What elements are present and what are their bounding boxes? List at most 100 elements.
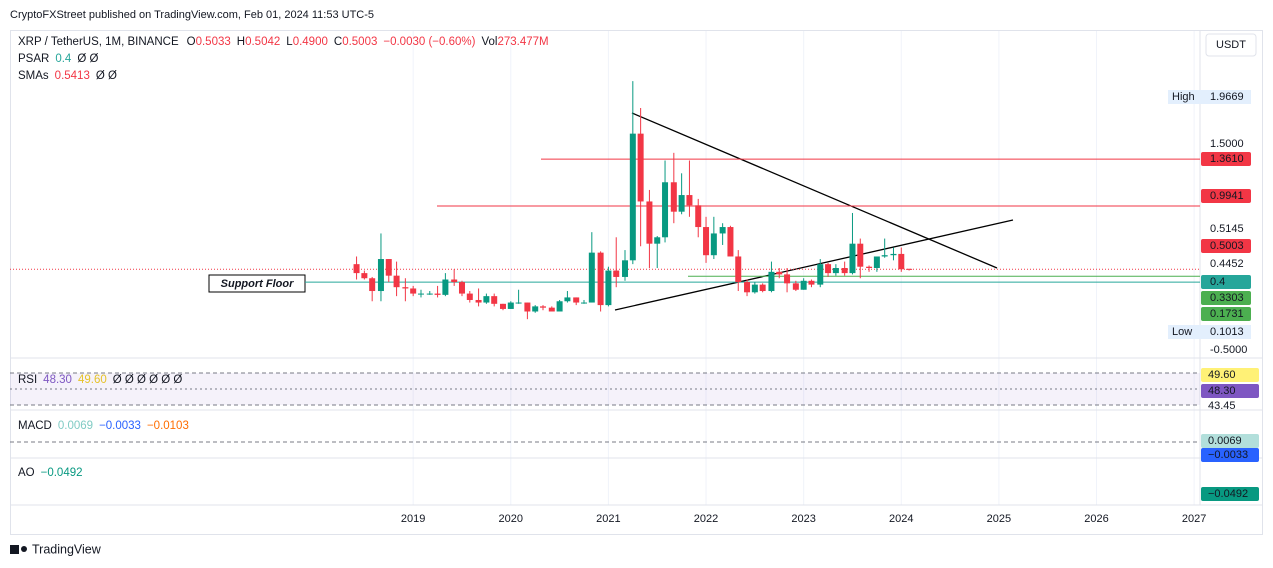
- indicator-name: RSI: [18, 374, 37, 386]
- indicator-value: −0.0033: [99, 420, 141, 432]
- footer-brand: TradingView: [32, 542, 102, 556]
- x-tick-label: 2025: [987, 513, 1011, 525]
- price-tag-name: Low: [1172, 326, 1192, 338]
- indicator-tag-label: 48.30: [1208, 385, 1236, 397]
- indicator-name: PSAR: [18, 53, 49, 65]
- l-value: 0.4900: [293, 36, 328, 48]
- candle-body: [442, 279, 449, 295]
- price-tag-label: 0.5003: [1210, 240, 1244, 252]
- x-tick-label: 2027: [1182, 513, 1206, 525]
- vol-label: Vol: [481, 36, 497, 48]
- annotation: Support Floor: [221, 278, 294, 290]
- x-tick-label: 2026: [1084, 513, 1108, 525]
- candle-body: [784, 274, 791, 284]
- trend-line: [631, 112, 998, 269]
- candle-body: [841, 267, 848, 274]
- candle-body: [475, 299, 482, 303]
- candle-body: [483, 296, 490, 303]
- candle-body: [727, 227, 734, 257]
- annotation-box: [208, 274, 306, 293]
- candle-body: [622, 260, 629, 277]
- candle-body: [581, 302, 588, 304]
- frame: [10, 30, 1263, 535]
- indicator-value: −0.0492: [41, 467, 83, 479]
- price-tag: [1168, 90, 1251, 104]
- candle-body: [515, 302, 522, 304]
- h-value: 0.5042: [245, 36, 280, 48]
- candle-body: [670, 182, 677, 212]
- indicator-value: 0.4: [55, 53, 72, 65]
- candle-body: [792, 283, 799, 290]
- indicator-tag: [1201, 434, 1259, 448]
- l-label: L: [286, 36, 293, 48]
- legend-main: XRP / TetherUS, 1M, BINANCE O0.5033 H0.504…: [18, 36, 549, 48]
- price-tag-label: 0.4452: [1210, 258, 1244, 270]
- candle-body: [458, 282, 465, 294]
- change: −0.0030 (−0.60%): [383, 36, 475, 48]
- o-value: 0.5033: [196, 36, 231, 48]
- candle-body: [524, 302, 531, 312]
- x-tick-label: 2020: [499, 513, 523, 525]
- legend-rsi: RSI 48.30 49.60 Ø Ø Ø Ø Ø Ø: [18, 374, 182, 386]
- candles: [353, 81, 913, 320]
- price-tag-label: 0.3303: [1210, 292, 1244, 304]
- candle-body: [499, 303, 506, 309]
- candle-body: [417, 293, 424, 295]
- price-tag: [1201, 189, 1251, 203]
- trend-line: [614, 219, 1014, 311]
- indicator-icons: Ø Ø: [77, 53, 98, 65]
- candle-body: [808, 280, 815, 285]
- candle-body: [548, 307, 555, 312]
- legend-ao: AO −0.0492: [18, 467, 83, 479]
- candle-body: [825, 264, 832, 274]
- candle-body: [637, 133, 644, 202]
- indicator-name: MACD: [18, 420, 52, 432]
- candle-body: [800, 280, 807, 290]
- price-tag-label: 0.1731: [1210, 308, 1244, 320]
- legend-smas: SMAs 0.5413 Ø Ø: [18, 70, 117, 82]
- candle-body: [890, 253, 897, 256]
- candle-body: [776, 271, 783, 275]
- tv-logo: [10, 545, 27, 554]
- symbol: XRP / TetherUS, 1M, BINANCE: [18, 36, 179, 48]
- indicator-icons: Ø Ø: [96, 70, 117, 82]
- candle-body: [703, 227, 710, 256]
- candle-body: [597, 252, 604, 306]
- candle-body: [540, 306, 547, 308]
- candle-body: [491, 296, 498, 304]
- candle-body: [857, 243, 864, 267]
- c-label: C: [334, 36, 342, 48]
- x-tick-label: 2024: [889, 513, 913, 525]
- price-tag: [1168, 325, 1251, 339]
- candle-body: [678, 195, 685, 212]
- candle-body: [759, 284, 766, 292]
- candle-body: [377, 259, 384, 292]
- candle-body: [605, 270, 612, 306]
- legend-macd: MACD 0.0069 −0.0033 −0.0103: [18, 420, 189, 432]
- x-tick-label: 2019: [401, 513, 425, 525]
- indicator-name: AO: [18, 467, 35, 479]
- price-tag-label: 0.4: [1210, 276, 1225, 288]
- candle-body: [744, 282, 751, 293]
- candle-body: [768, 271, 775, 292]
- candle-body: [898, 253, 905, 270]
- candle-body: [873, 256, 880, 268]
- candle-body: [751, 284, 758, 293]
- currency-button[interactable]: [1205, 33, 1257, 57]
- indicator-tag-label: 43.45: [1208, 400, 1236, 412]
- currency[interactable]: USDT: [1216, 39, 1246, 51]
- candle-body: [353, 264, 360, 274]
- price-tag-label: -0.5000: [1210, 344, 1247, 356]
- candle-body: [466, 293, 473, 300]
- indicator-tag-label: 49.60: [1208, 369, 1236, 381]
- candle-body: [393, 275, 400, 288]
- candle-body: [832, 267, 839, 274]
- candle-body: [629, 133, 636, 261]
- published-note: CryptoFXStreet published on TradingView.…: [10, 9, 374, 21]
- candle-body: [361, 273, 368, 279]
- price-tag: [1201, 152, 1251, 166]
- candle-body: [532, 306, 539, 312]
- candle-body: [646, 201, 653, 244]
